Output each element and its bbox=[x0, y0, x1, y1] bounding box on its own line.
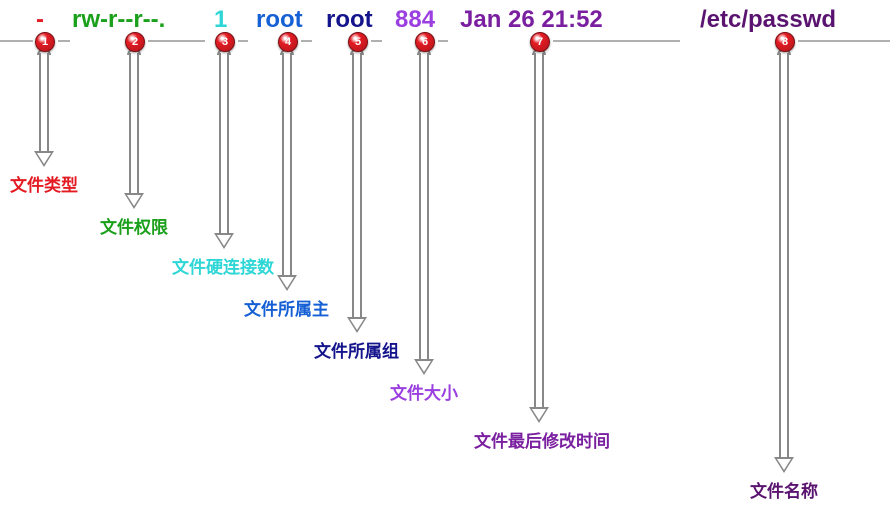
field-header-1: - bbox=[36, 6, 44, 34]
hr-segment bbox=[438, 40, 448, 42]
field-header-3: 1 bbox=[214, 6, 227, 34]
arrow-head bbox=[347, 317, 367, 333]
field-label-2: 文件权限 bbox=[100, 213, 168, 238]
field-header-4: root bbox=[256, 6, 303, 34]
field-label-7: 文件最后修改时间 bbox=[474, 427, 610, 452]
arrow-shaft bbox=[352, 53, 362, 317]
field-header-6: 884 bbox=[395, 6, 435, 34]
badge-7: 7 bbox=[530, 32, 550, 52]
field-label-1: 文件类型 bbox=[10, 171, 78, 196]
field-label-6: 文件大小 bbox=[390, 379, 458, 404]
badge-6: 6 bbox=[415, 32, 435, 52]
badge-8: 8 bbox=[775, 32, 795, 52]
arrow-shaft bbox=[419, 53, 429, 359]
field-label-3: 文件硬连接数 bbox=[172, 253, 274, 278]
arrow-head bbox=[124, 193, 144, 209]
hr-segment bbox=[371, 40, 382, 42]
arrow-shaft bbox=[219, 53, 229, 233]
arrow-shaft bbox=[39, 53, 49, 151]
arrow-head bbox=[774, 457, 794, 473]
badge-4: 4 bbox=[278, 32, 298, 52]
badge-2: 2 bbox=[125, 32, 145, 52]
field-label-5: 文件所属组 bbox=[314, 337, 399, 362]
field-label-8: 文件名称 bbox=[750, 477, 818, 502]
arrow-shaft bbox=[779, 53, 789, 457]
hr-segment bbox=[238, 40, 248, 42]
hr-segment bbox=[301, 40, 312, 42]
hr-segment bbox=[58, 40, 70, 42]
hr-segment bbox=[553, 40, 680, 42]
field-label-4: 文件所属主 bbox=[244, 295, 329, 320]
field-header-5: root bbox=[326, 6, 373, 34]
arrow-shaft bbox=[129, 53, 139, 193]
hr-segment bbox=[0, 40, 33, 42]
field-header-8: /etc/passwd bbox=[700, 6, 836, 34]
field-header-7: Jan 26 21:52 bbox=[460, 6, 603, 34]
hr-segment bbox=[798, 40, 890, 42]
hr-segment bbox=[148, 40, 205, 42]
badge-3: 3 bbox=[215, 32, 235, 52]
arrow-shaft bbox=[534, 53, 544, 407]
arrow-head bbox=[214, 233, 234, 249]
badge-5: 5 bbox=[348, 32, 368, 52]
field-header-2: rw-r--r--. bbox=[72, 6, 165, 34]
badge-1: 1 bbox=[35, 32, 55, 52]
arrow-head bbox=[529, 407, 549, 423]
arrow-head bbox=[34, 151, 54, 167]
arrow-head bbox=[414, 359, 434, 375]
arrow-head bbox=[277, 275, 297, 291]
arrow-shaft bbox=[282, 53, 292, 275]
